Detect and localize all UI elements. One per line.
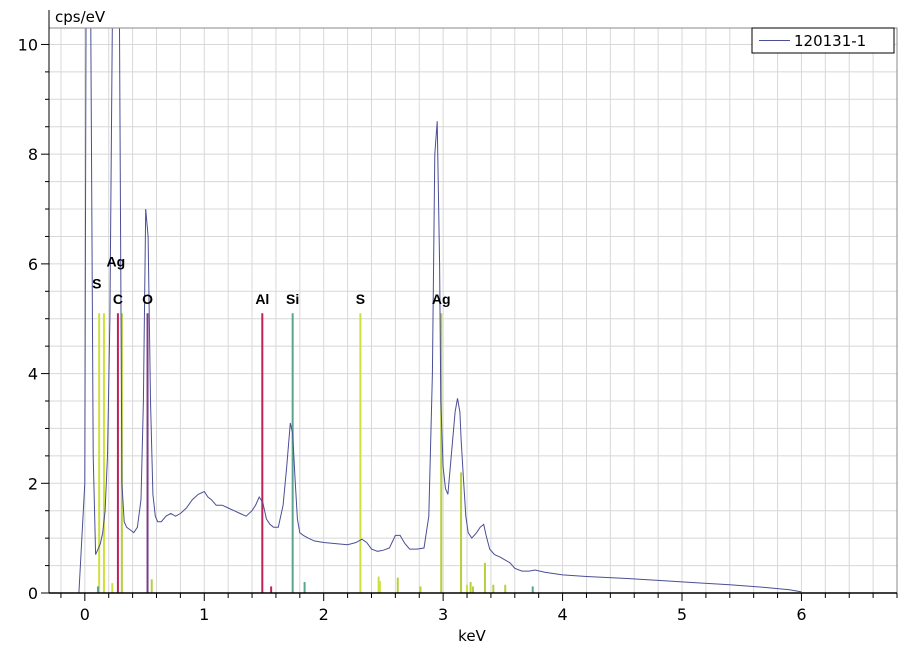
element-label-si: Si	[286, 291, 299, 307]
plot-frame	[48, 27, 898, 594]
axes: 0 1 2 3 4 5 6 0 2 4 6 8 10	[18, 10, 898, 624]
element-label-al: Al	[255, 291, 269, 307]
element-label-ag: Ag	[107, 254, 126, 270]
element-label-ag: Ag	[432, 291, 451, 307]
series-line-spectrum	[78, 27, 802, 594]
y-tick-label: 2	[28, 474, 38, 493]
element-labels: C O Al Si S Ag S Ag	[92, 254, 450, 308]
y-tick-label: 6	[28, 255, 38, 274]
x-tick-label: 6	[796, 605, 806, 624]
legend[interactable]: 120131-1	[751, 27, 895, 54]
series-layer	[78, 27, 802, 594]
element-label-o: O	[142, 291, 153, 307]
x-tick-label: 4	[557, 605, 567, 624]
x-tick-label: 0	[80, 605, 90, 624]
y-tick-label: 4	[28, 365, 38, 384]
legend-entry-label: 120131-1	[794, 32, 866, 50]
x-tick-label: 1	[199, 605, 209, 624]
y-axis-title: cps/eV	[55, 8, 106, 26]
x-tick-label: 5	[677, 605, 687, 624]
x-tick-label: 2	[319, 605, 329, 624]
element-label-c: C	[113, 291, 123, 307]
element-label-s: S	[356, 291, 365, 307]
y-tick-label: 0	[28, 584, 38, 603]
x-tick-label: 3	[438, 605, 448, 624]
element-label-s: S	[92, 276, 101, 292]
y-tick-label: 10	[18, 35, 38, 54]
grid	[49, 28, 898, 593]
y-tick-label: 8	[28, 145, 38, 164]
x-axis-title: keV	[458, 627, 486, 645]
